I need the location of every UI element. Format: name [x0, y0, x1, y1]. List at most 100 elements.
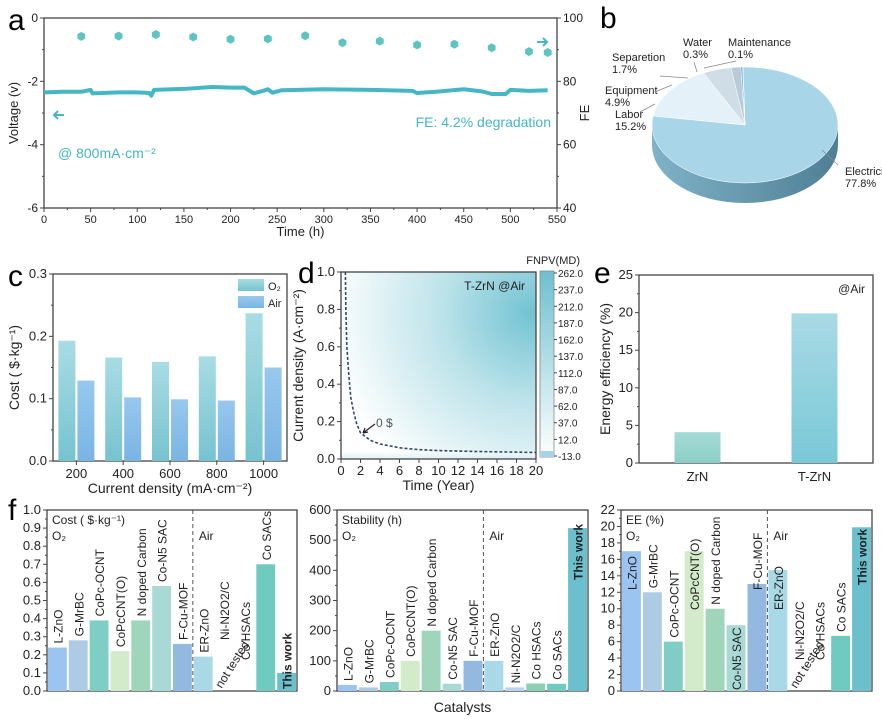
bar-label: G-MrBC: [646, 544, 660, 588]
x-tick-label: 1000: [249, 466, 278, 481]
y-axis-label: Energy efficiency (%): [597, 303, 613, 435]
bar: [110, 651, 130, 691]
y-tick-label: 12: [601, 584, 615, 599]
plot-frame: [638, 274, 874, 464]
y-tick-label: 0: [324, 683, 331, 698]
bar: [726, 625, 746, 691]
fe-point: [450, 39, 459, 49]
x-tick-label: 550: [548, 214, 566, 226]
bar-label: Co HSACs: [239, 602, 253, 660]
group-label-o2: O₂: [342, 529, 356, 543]
heatmap-low-band: [341, 451, 536, 459]
y-tick-label: 22: [601, 502, 615, 517]
colorbar-tick-label: 112.0: [558, 369, 583, 380]
colorbar-tick-label: 137.0: [558, 352, 583, 363]
contour-label: 0 $: [376, 416, 393, 430]
bar-label: Co-N5 SAC: [446, 617, 460, 680]
bar-zrn: [674, 432, 721, 463]
x-tick-label: 0: [41, 214, 47, 226]
y-tick-label: 0.3: [23, 629, 41, 644]
bar-label: F-Cu-MOF: [467, 600, 481, 657]
panel-a: a0 50 100 150 200 250 300 350 400 450 500 550-6-4-2…: [6, 4, 592, 239]
y-axis-label: Current density (A·cm⁻²): [290, 289, 306, 442]
y-tick-label: 4: [608, 650, 615, 665]
panel-f-cost: f 0.0 0.1 0.2 0.3 0.4 0.5 0.6 0.7 0.8 0.9 1.0 Cost (…: [8, 494, 298, 698]
colorbar-tick-label: 262.0: [558, 269, 583, 280]
y-tick-label: 0: [31, 11, 38, 25]
panel-label: b: [600, 2, 617, 35]
pie-leader-line: [821, 149, 839, 166]
zero-contour-line: [344, 271, 537, 454]
x-tick-label: 200: [66, 466, 88, 481]
group-label-air: Air: [773, 529, 788, 543]
colorbar-tick-label: 187.0: [558, 319, 583, 330]
bar: [568, 528, 587, 691]
bar-label: G-MrBC: [72, 592, 86, 636]
y-tick-label: 10: [619, 380, 633, 395]
pie-slice: [652, 72, 746, 126]
y-tick-label: 0.7: [23, 556, 41, 571]
bar-label: This work: [856, 529, 870, 585]
y-tick-label: 0.4: [317, 376, 335, 391]
group-label-air: Air: [199, 529, 214, 543]
group-label-o2: O₂: [52, 529, 66, 543]
colorbar-tick-label: 237.0: [558, 286, 583, 297]
bar-label: Co HSACs: [530, 621, 544, 679]
pie-value: 15.2%: [615, 121, 646, 133]
x-tick-label: 8: [415, 463, 422, 478]
y-tick-label: 0.1: [29, 391, 47, 406]
fe-point: [543, 48, 552, 57]
x-tick-label: 800: [206, 466, 228, 481]
plot-frame: [43, 17, 558, 209]
pie-value: 1.7%: [612, 64, 637, 76]
y-tick-label: 10: [601, 601, 615, 616]
x-tick-label: 600: [159, 466, 181, 481]
colorbar-title: FNPV(MD): [526, 255, 580, 267]
bar: [663, 641, 683, 691]
y-tick-label: 200: [309, 623, 331, 638]
bar-o2: [105, 357, 123, 461]
bar-label: CoPc-OCNT: [93, 548, 107, 616]
subplot-title: EE (%): [626, 513, 664, 527]
y-tick-label: 0.9: [23, 520, 41, 535]
pie-leader-line: [693, 61, 698, 73]
bar: [338, 684, 357, 691]
x-tick-label: 14: [470, 463, 484, 478]
colorbar-tick-label: 62.0: [558, 402, 578, 413]
bar: [256, 564, 276, 691]
fe-point: [152, 30, 160, 39]
panel-label: f: [8, 494, 17, 527]
bar: [547, 683, 567, 691]
bar-label: This work: [281, 633, 295, 689]
y-tick-label: 0.0: [23, 683, 41, 698]
y-tick-label: 0.2: [317, 414, 335, 429]
x-tick-label: 300: [315, 214, 333, 226]
panel-d: d 0.0 0.2 0.4 0.6 0.8 1.0 0 2 4 6 8 10 12 14 16 18 20 Time…: [290, 255, 583, 493]
pie-value: 4.9%: [605, 97, 630, 109]
legend-swatch-air: [238, 296, 264, 308]
bar: [505, 687, 525, 691]
y-tick-label: 0.1: [23, 665, 41, 680]
contour-arrow-icon: [362, 423, 376, 434]
y-tick-label: 5: [626, 417, 633, 432]
not-tested-note: not tested: [212, 638, 252, 690]
bar-label: Ni-N2O2/C: [793, 601, 807, 660]
y-tick-label: 1.0: [23, 502, 41, 517]
pie-value: 0.1%: [728, 49, 753, 61]
fe-point: [189, 32, 198, 42]
x-tick-label: 150: [175, 214, 193, 226]
colorbar-tick-label: 37.0: [558, 419, 578, 430]
panel-c: c 0.0 0.1 0.2 0.3 200 400 600 800 1000 O₂ Air Curren…: [6, 260, 288, 496]
bar: [277, 672, 296, 691]
x-tick-label: 12: [451, 463, 465, 478]
subplot-title: Cost ( $·kg⁻¹): [52, 513, 125, 527]
heatmap-field: [341, 272, 536, 459]
bar: [463, 660, 483, 691]
x-tick-label: 350: [361, 214, 379, 226]
fe-point: [338, 38, 347, 48]
y-tick-label: 0.5: [23, 593, 41, 608]
fe-point: [226, 34, 235, 44]
y2-axis-label: FE: [577, 104, 592, 121]
colorbar: [539, 270, 555, 458]
